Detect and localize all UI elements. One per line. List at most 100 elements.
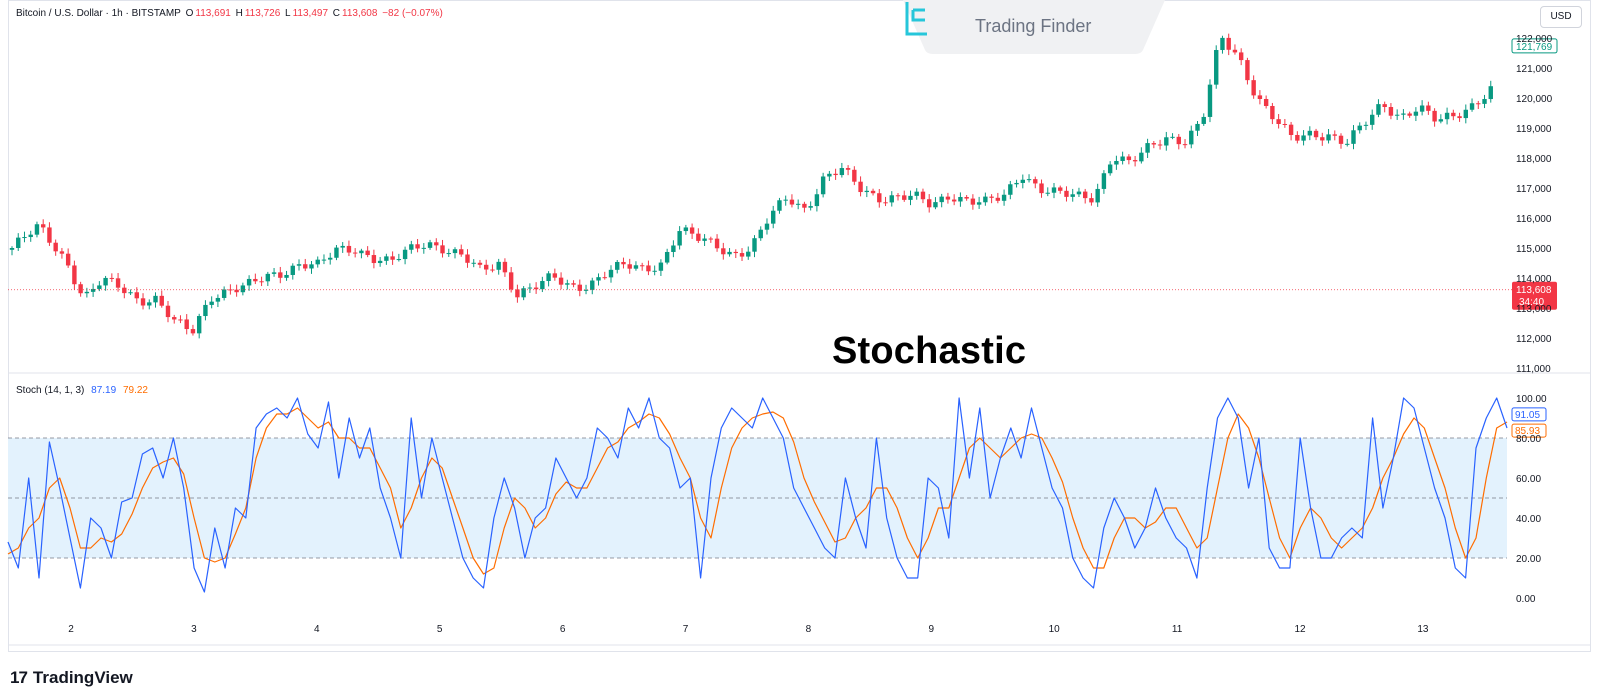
candle-body[interactable]	[122, 287, 127, 294]
candle-body[interactable]	[109, 277, 115, 279]
stochastic-legend[interactable]: Stoch (14, 1, 3) 87.19 79.22	[16, 385, 148, 396]
candle-body[interactable]	[84, 291, 90, 294]
candle-body[interactable]	[1376, 104, 1381, 115]
candle-body[interactable]	[484, 264, 489, 270]
candle-body[interactable]	[758, 229, 763, 239]
candle-body[interactable]	[1345, 143, 1350, 145]
symbol-name[interactable]: Bitcoin / U.S. Dollar · 1h · BITSTAMP	[16, 8, 181, 19]
candle-body[interactable]	[1164, 137, 1169, 146]
candle-body[interactable]	[290, 265, 295, 275]
candle-body[interactable]	[833, 173, 838, 176]
candle-body[interactable]	[471, 262, 476, 264]
candle-body[interactable]	[190, 329, 196, 334]
candle-body[interactable]	[459, 249, 464, 255]
candle-body[interactable]	[1313, 130, 1319, 138]
candle-body[interactable]	[9, 248, 15, 250]
candle-body[interactable]	[421, 247, 427, 249]
candle-body[interactable]	[97, 285, 102, 289]
candle-body[interactable]	[1257, 95, 1263, 99]
candle-body[interactable]	[1008, 184, 1013, 195]
candle-body[interactable]	[1107, 164, 1113, 174]
candle-body[interactable]	[165, 305, 171, 318]
candle-body[interactable]	[639, 265, 645, 267]
candle-body[interactable]	[1176, 136, 1181, 145]
candle-body[interactable]	[1126, 156, 1132, 161]
candle-body[interactable]	[1326, 134, 1331, 141]
candle-body[interactable]	[1220, 37, 1225, 51]
candle-body[interactable]	[746, 251, 751, 257]
candle-body[interactable]	[1301, 135, 1306, 141]
candle-body[interactable]	[1457, 116, 1462, 119]
candle-body[interactable]	[914, 191, 919, 196]
candle-body[interactable]	[103, 277, 108, 286]
candle-body[interactable]	[409, 244, 414, 250]
candle-body[interactable]	[552, 273, 558, 278]
candle-body[interactable]	[1332, 134, 1337, 136]
candle-body[interactable]	[178, 319, 183, 321]
candle-body[interactable]	[714, 238, 720, 249]
candle-body[interactable]	[1351, 130, 1356, 144]
candle-body[interactable]	[1039, 183, 1044, 194]
candle-body[interactable]	[209, 301, 214, 305]
candle-body[interactable]	[814, 194, 820, 207]
candle-body[interactable]	[1363, 124, 1369, 126]
candle-body[interactable]	[1482, 99, 1487, 104]
candle-body[interactable]	[159, 295, 164, 306]
candle-body[interactable]	[677, 231, 682, 246]
candle-body[interactable]	[696, 233, 701, 241]
candle-body[interactable]	[858, 181, 863, 193]
candle-body[interactable]	[976, 202, 982, 205]
candle-body[interactable]	[795, 203, 801, 205]
candle-body[interactable]	[583, 289, 589, 291]
candle-body[interactable]	[870, 190, 876, 194]
candle-body[interactable]	[927, 199, 932, 208]
candle-body[interactable]	[920, 191, 926, 200]
candle-body[interactable]	[53, 242, 58, 252]
candle-body[interactable]	[808, 206, 813, 208]
candle-body[interactable]	[47, 227, 52, 243]
candle-body[interactable]	[1082, 191, 1088, 199]
candle-body[interactable]	[1444, 112, 1450, 120]
candle-body[interactable]	[22, 237, 27, 239]
candle-body[interactable]	[889, 195, 894, 203]
candle-body[interactable]	[1463, 109, 1469, 119]
candle-body[interactable]	[1182, 144, 1188, 146]
candle-body[interactable]	[440, 245, 445, 254]
candle-body[interactable]	[1101, 173, 1107, 189]
candle-body[interactable]	[546, 273, 551, 282]
candle-body[interactable]	[490, 269, 495, 271]
candle-body[interactable]	[402, 249, 408, 260]
candle-body[interactable]	[802, 203, 807, 208]
candle-body[interactable]	[1338, 135, 1344, 144]
candle-body[interactable]	[864, 190, 870, 193]
candle-body[interactable]	[852, 169, 857, 182]
candle-body[interactable]	[1401, 113, 1406, 115]
candle-body[interactable]	[627, 264, 632, 269]
candle-body[interactable]	[515, 289, 520, 298]
candle-body[interactable]	[1226, 37, 1231, 50]
candle-body[interactable]	[1394, 114, 1400, 116]
candle-body[interactable]	[1232, 49, 1238, 53]
candle-body[interactable]	[284, 274, 289, 278]
candle-body[interactable]	[434, 242, 439, 246]
candle-body[interactable]	[1413, 111, 1419, 116]
candle-body[interactable]	[1145, 143, 1150, 153]
candle-body[interactable]	[16, 237, 21, 248]
candle-body[interactable]	[278, 272, 283, 278]
candle-body[interactable]	[271, 272, 277, 274]
candle-body[interactable]	[1089, 198, 1094, 203]
candle-body[interactable]	[1245, 60, 1250, 81]
candle-body[interactable]	[446, 253, 451, 255]
candle-body[interactable]	[1270, 106, 1275, 120]
candle-body[interactable]	[970, 198, 976, 205]
candle-body[interactable]	[1295, 134, 1300, 141]
candle-body[interactable]	[1051, 187, 1057, 193]
candle-body[interactable]	[764, 223, 770, 230]
candle-body[interactable]	[1488, 86, 1493, 100]
candle-body[interactable]	[259, 281, 264, 283]
candle-body[interactable]	[115, 278, 121, 288]
candle-body[interactable]	[1476, 103, 1481, 105]
candle-body[interactable]	[839, 168, 845, 176]
candle-body[interactable]	[1026, 179, 1032, 181]
